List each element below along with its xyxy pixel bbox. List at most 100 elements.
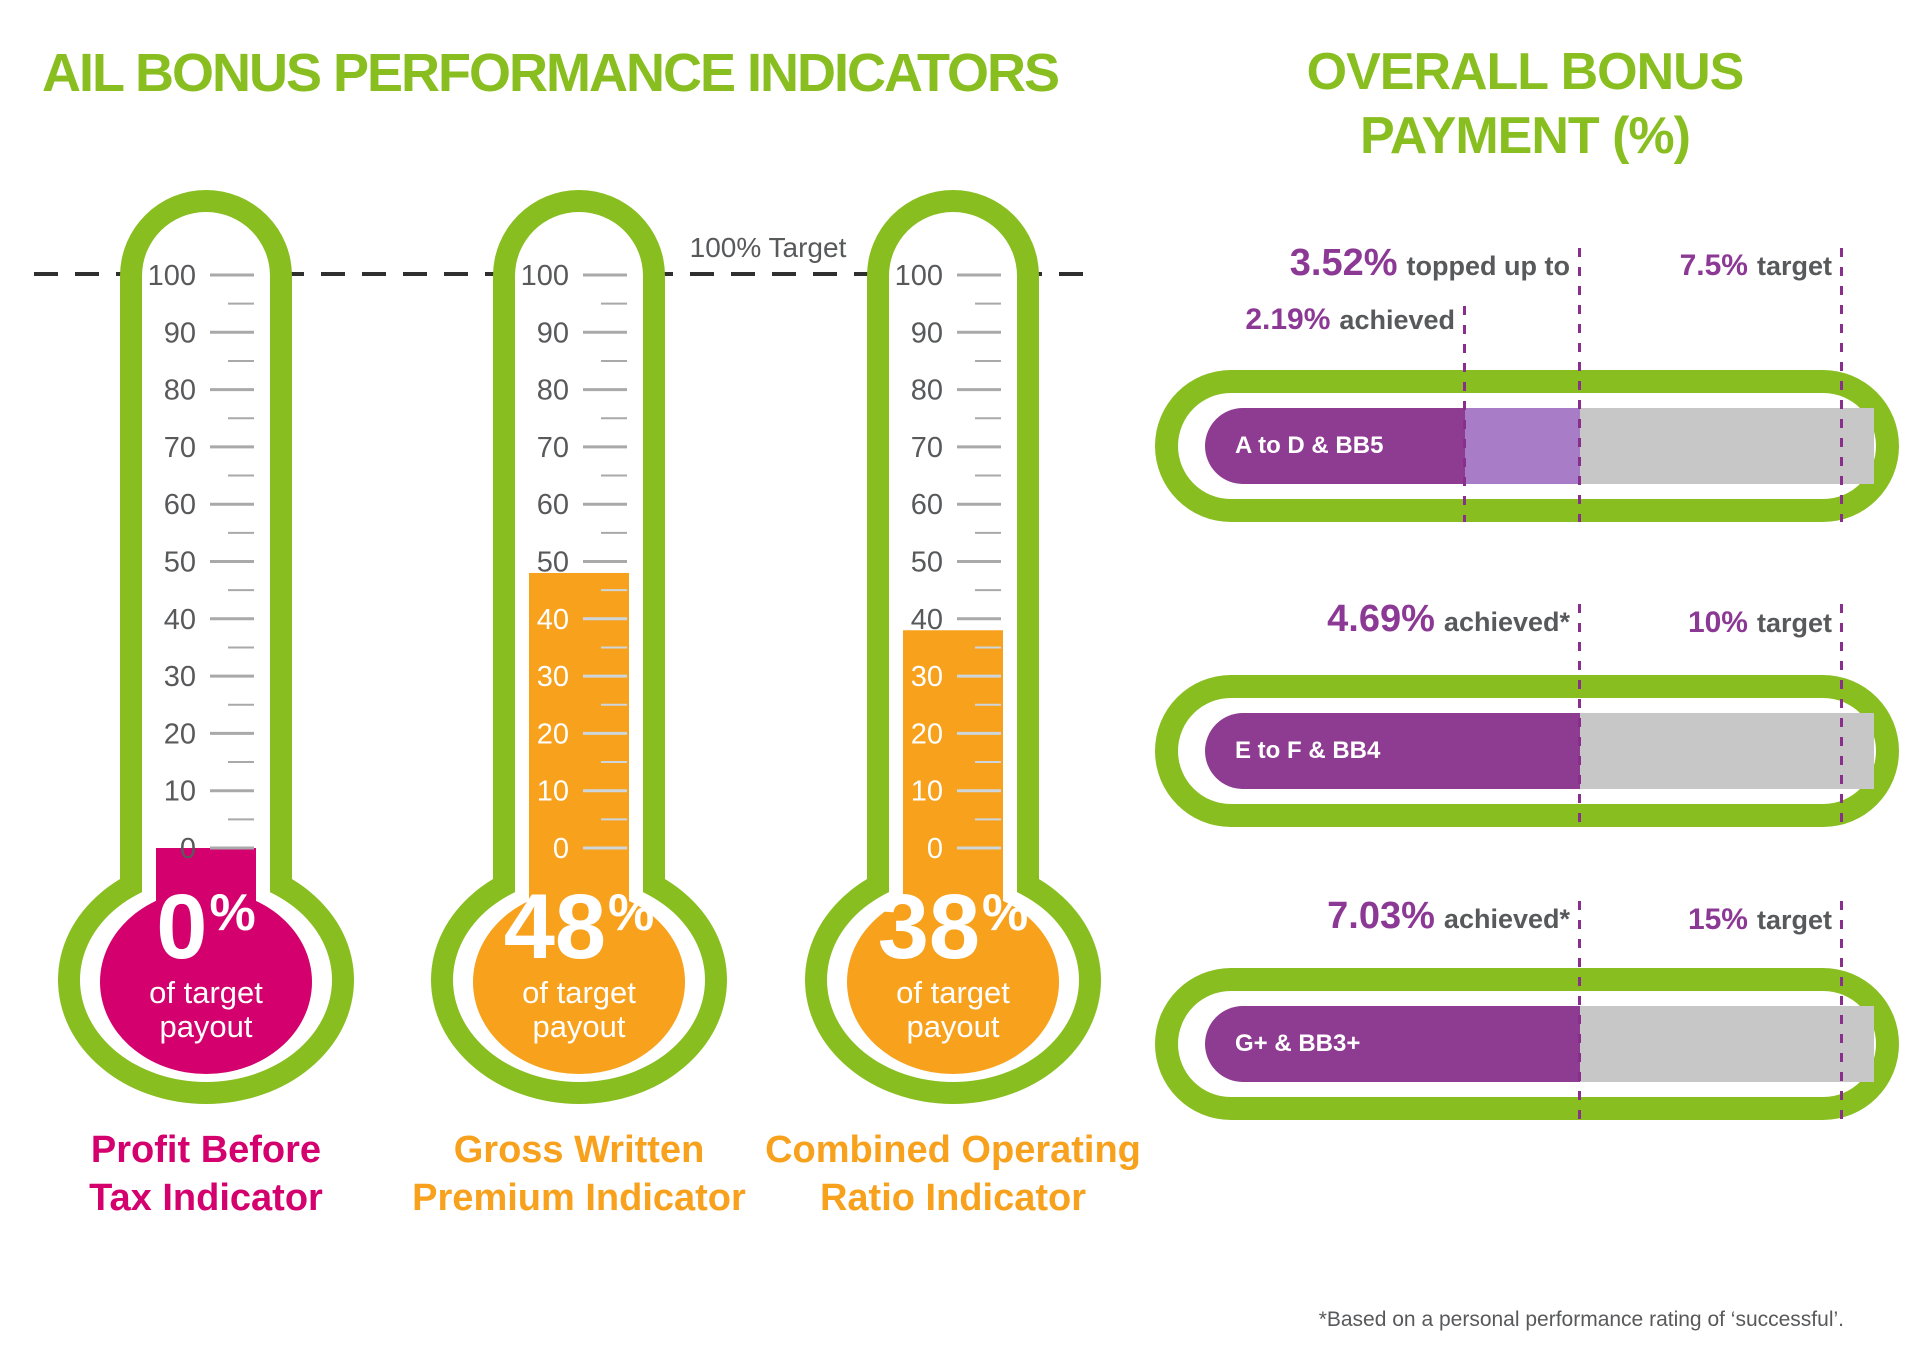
achieved-segment: [1205, 408, 1465, 484]
target-label: target: [1756, 251, 1832, 281]
bulb-value-gross-written-premium: 48% of target payout: [439, 866, 719, 1044]
caption-profit-before-tax: Profit Before Tax Indicator: [89, 1129, 323, 1219]
svg-text:20: 20: [164, 718, 196, 750]
achieved-segment: [1205, 1006, 1580, 1082]
svg-text:90: 90: [537, 317, 569, 349]
svg-text:100: 100: [148, 260, 196, 292]
svg-text:60: 60: [537, 489, 569, 521]
svg-text:0: 0: [180, 833, 196, 865]
svg-text:30: 30: [911, 661, 943, 693]
svg-text:50: 50: [537, 547, 569, 579]
achieved-label: achieved*: [1443, 607, 1570, 637]
bar1-achieved-annotation: 2.19% achieved: [1245, 303, 1455, 337]
bar-track: [1205, 408, 1874, 484]
bar-track: [1205, 1006, 1874, 1082]
remaining-segment: [1580, 1006, 1874, 1082]
thermometer-combined-operating-ratio: 0 10 20 30 40 50 60 70 80 90 100: [805, 190, 1101, 1104]
achieved-value: 7.03%: [1327, 895, 1435, 937]
svg-text:70: 70: [537, 432, 569, 464]
achieved-guide-line: [1578, 901, 1581, 1120]
bonus-bar-e-to-f: E to F & BB4: [1155, 675, 1899, 827]
svg-text:100: 100: [895, 260, 943, 292]
svg-text:30: 30: [537, 661, 569, 693]
bar3-achieved-annotation: 7.03% achieved*: [1327, 895, 1570, 938]
achieved-value: 4.69%: [1327, 598, 1435, 640]
bar-track: [1205, 713, 1874, 789]
target-guide-line: [1840, 248, 1843, 522]
svg-text:70: 70: [164, 432, 196, 464]
bar2-achieved-annotation: 4.69% achieved*: [1327, 598, 1570, 641]
svg-text:60: 60: [911, 489, 943, 521]
target-label: target: [1756, 608, 1832, 638]
bonus-bar-g-plus: G+ & BB3+: [1155, 968, 1899, 1120]
page-title-left: AIL BONUS PERFORMANCE INDICATORS: [41, 43, 1060, 103]
achieved-label: achieved: [1339, 305, 1455, 335]
svg-text:0: 0: [927, 833, 943, 865]
achieved-segment: [1205, 713, 1580, 789]
achieved-value: 2.19%: [1245, 303, 1331, 336]
svg-text:90: 90: [911, 317, 943, 349]
svg-text:10: 10: [911, 776, 943, 808]
target-guide-line: [1840, 604, 1843, 827]
thermometer-chart: 0102030405060708090100010203040506070809…: [58, 190, 1101, 1104]
svg-text:50: 50: [911, 547, 943, 579]
bar2-target-annotation: 10% target: [1688, 606, 1832, 640]
bulb-percent: 48%: [503, 876, 655, 978]
bulb-value-profit-before-tax: 0% of target payout: [66, 866, 346, 1044]
bar3-target-annotation: 15% target: [1688, 903, 1832, 937]
bulb-subtext: of target payout: [522, 975, 636, 1044]
svg-text:0: 0: [553, 833, 569, 865]
svg-text:30: 30: [164, 661, 196, 693]
caption-gross-written-premium: Gross Written Premium Indicator: [412, 1129, 746, 1219]
svg-text:20: 20: [537, 718, 569, 750]
svg-text:40: 40: [164, 604, 196, 636]
page-title-right: OVERALL BONUS PAYMENT (%): [1130, 40, 1920, 168]
footnotes: *Based on a personal performance rating …: [538, 1252, 1844, 1357]
bar1-topped-annotation: 3.52% topped up to: [1290, 242, 1570, 285]
target-value: 10%: [1687, 606, 1748, 639]
topped-guide-line: [1578, 248, 1581, 522]
bulb-percent: 0%: [156, 876, 256, 978]
svg-text:40: 40: [911, 604, 943, 636]
footnote-line1: *Based on a personal performance rating …: [1318, 1308, 1844, 1331]
svg-text:10: 10: [537, 776, 569, 808]
target-label: target: [1756, 905, 1832, 935]
bar-grade-label: A to D & BB5: [1235, 432, 1384, 459]
topped-up-segment: [1465, 408, 1580, 484]
svg-text:70: 70: [911, 432, 943, 464]
svg-text:80: 80: [164, 375, 196, 407]
achieved-label: achieved*: [1443, 904, 1570, 934]
target-value: 15%: [1687, 903, 1748, 936]
achieved-guide-line: [1578, 604, 1581, 827]
bar1-target-annotation: 7.5% target: [1680, 249, 1832, 283]
svg-text:10: 10: [164, 776, 196, 808]
remaining-segment: [1580, 713, 1874, 789]
thermometer-gross-written-premium: 0 10 20 30 40 50 60 70 80 90 100: [431, 190, 727, 1104]
bar-grade-label: E to F & BB4: [1235, 737, 1381, 764]
bar-grade-label: G+ & BB3+: [1235, 1030, 1361, 1057]
bonus-bar-a-to-d: A to D & BB5: [1155, 370, 1899, 522]
svg-text:80: 80: [537, 375, 569, 407]
caption-combined-operating-ratio: Combined Operating Ratio Indicator: [765, 1129, 1141, 1219]
svg-text:100: 100: [521, 260, 569, 292]
target-value: 7.5%: [1679, 249, 1748, 282]
svg-text:20: 20: [911, 718, 943, 750]
remaining-segment: [1580, 408, 1874, 484]
svg-text:50: 50: [164, 547, 196, 579]
topped-label: topped up to: [1406, 251, 1570, 281]
target-reference-label: 100% Target: [689, 232, 847, 263]
thermometer-profit-before-tax: 0 10 20 30 40 50 60 70 80 90 100: [58, 190, 354, 1104]
target-guide-line: [1840, 901, 1843, 1120]
achieved-guide-line: [1463, 306, 1466, 522]
svg-text:80: 80: [911, 375, 943, 407]
bulb-value-combined-operating-ratio: 38% of target payout: [813, 866, 1093, 1044]
svg-text:60: 60: [164, 489, 196, 521]
svg-text:40: 40: [537, 604, 569, 636]
bulb-subtext: of target payout: [896, 975, 1010, 1044]
svg-text:90: 90: [164, 317, 196, 349]
bulb-percent: 38%: [877, 876, 1029, 978]
bulb-subtext: of target payout: [149, 975, 263, 1044]
page-title-right-line1: OVERALL BONUS: [1306, 43, 1745, 101]
topped-value: 3.52%: [1289, 242, 1398, 284]
